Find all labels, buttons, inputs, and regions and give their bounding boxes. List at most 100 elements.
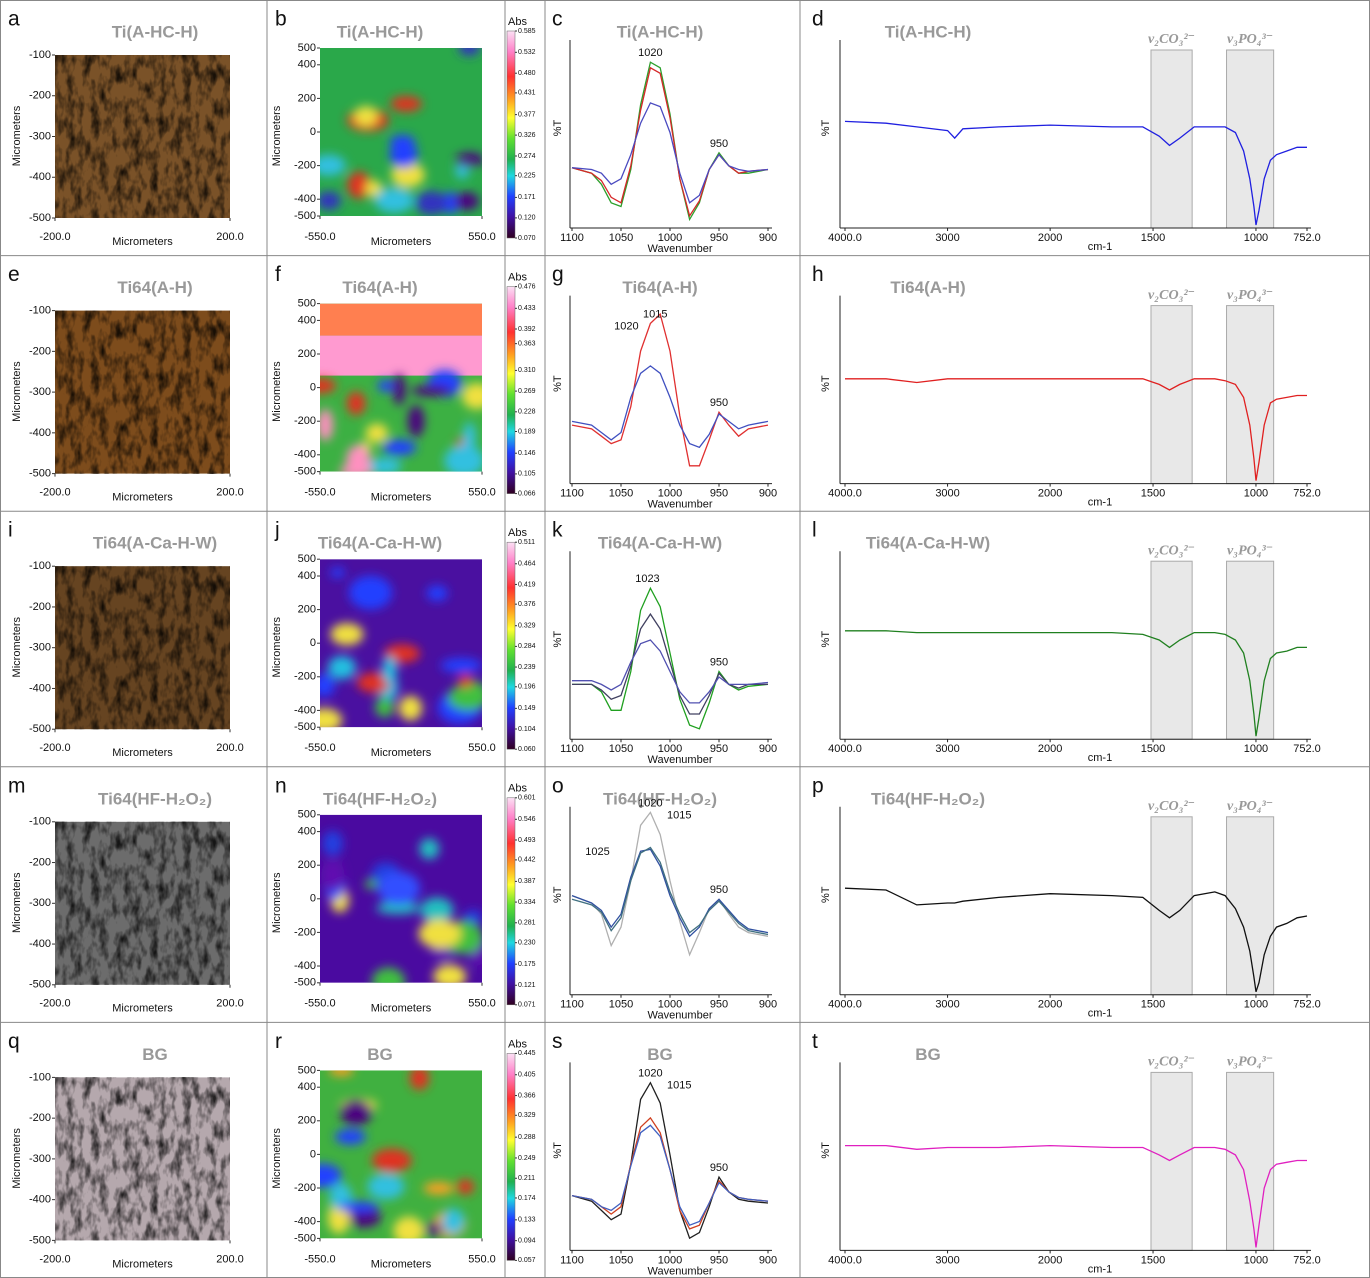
band-label: ν₂CO₃²⁻ bbox=[1148, 799, 1195, 814]
band bbox=[1150, 560, 1193, 740]
peak-label: 1025 bbox=[585, 846, 609, 858]
map-blob bbox=[411, 385, 452, 397]
y-tick-label: 200 bbox=[298, 92, 316, 104]
map-blob bbox=[321, 859, 345, 891]
y-axis-label: Micrometers bbox=[11, 872, 23, 933]
panel-letter: a bbox=[8, 8, 20, 31]
y-tick-label: -100 bbox=[29, 1071, 51, 1083]
y-axis-label: Micrometers bbox=[271, 872, 283, 933]
map-blob bbox=[320, 408, 334, 441]
map-blob bbox=[447, 684, 482, 711]
x-tick-label: 1500 bbox=[1141, 232, 1165, 244]
map-blob bbox=[441, 1208, 465, 1235]
x-tick-label: 1050 bbox=[609, 743, 633, 755]
colorbar-tick-label: 0.066 bbox=[518, 490, 536, 497]
y-tick-label: 500 bbox=[298, 809, 316, 821]
y-tick-label: -500 bbox=[29, 212, 51, 224]
colorbar-label: Abs bbox=[508, 527, 527, 539]
map-blobs bbox=[320, 567, 482, 728]
x-axis-label: Wavenumber bbox=[647, 1265, 712, 1277]
panel-letter: j bbox=[274, 519, 280, 542]
x-tick-label: 900 bbox=[759, 488, 777, 500]
x-tick-label: 550.0 bbox=[468, 1253, 496, 1265]
panel-letter: i bbox=[8, 519, 13, 542]
map-blob bbox=[456, 1179, 475, 1195]
panel-title: Ti(A-HC-H) bbox=[885, 22, 972, 41]
panel-letter: l bbox=[812, 519, 817, 542]
y-tick-label: -400 bbox=[294, 449, 316, 461]
y-tick-label: -400 bbox=[294, 704, 316, 716]
y-tick-label: 500 bbox=[298, 1064, 316, 1076]
panel-title: BG bbox=[647, 1045, 673, 1064]
y-tick-label: -100 bbox=[29, 49, 51, 61]
y-tick-label: -500 bbox=[29, 723, 51, 735]
x-tick-label: 200.0 bbox=[216, 231, 244, 243]
spectrum-line bbox=[572, 586, 769, 730]
colorbar-tick-label: 0.546 bbox=[518, 816, 536, 823]
colorbar-tick-label: 0.288 bbox=[518, 1134, 536, 1141]
panel-letter: n bbox=[275, 774, 287, 797]
panel-title: Ti64(A-H) bbox=[890, 278, 965, 297]
y-axis-label: Micrometers bbox=[271, 105, 283, 166]
x-tick-label: 2000 bbox=[1038, 1254, 1062, 1266]
x-tick-label: 3000 bbox=[935, 999, 959, 1011]
x-tick-label: 900 bbox=[759, 999, 777, 1011]
x-tick-label: -200.0 bbox=[39, 231, 70, 243]
colorbar-tick-label: 0.493 bbox=[518, 837, 536, 844]
y-tick-label: 400 bbox=[298, 314, 316, 326]
peak-label: 1020 bbox=[638, 797, 662, 809]
x-axis-label: Micrometers bbox=[112, 1003, 173, 1015]
y-tick-label: -200 bbox=[294, 160, 316, 172]
colorbar bbox=[506, 286, 516, 494]
x-tick-label: 1000 bbox=[1244, 232, 1268, 244]
y-axis-label: %T bbox=[820, 631, 832, 648]
panel-letter: g bbox=[552, 263, 564, 286]
panel: o Ti64(HF-H₂O₂) 1100 1050 1000 950 900 Wavenumb… bbox=[552, 774, 777, 1021]
x-tick-label: 2000 bbox=[1038, 999, 1062, 1011]
colorbar-tick-label: 0.363 bbox=[518, 340, 536, 347]
map-blob bbox=[407, 405, 425, 438]
panel-title: BG bbox=[142, 1045, 168, 1064]
spectrum-line bbox=[571, 1124, 769, 1227]
map-blob bbox=[374, 697, 395, 718]
y-tick-label: -200 bbox=[294, 415, 316, 427]
panel-letter: c bbox=[552, 8, 563, 31]
band-label: ν₃PO₄³⁻ bbox=[1227, 288, 1273, 303]
spectrum-line bbox=[844, 887, 1308, 993]
chemical-map bbox=[320, 1070, 482, 1239]
y-tick-label: -500 bbox=[29, 979, 51, 991]
spectrum-line bbox=[571, 66, 769, 218]
y-tick-label: 200 bbox=[298, 859, 316, 871]
colorbar-tick-label: 0.269 bbox=[518, 388, 536, 395]
x-tick-label: 900 bbox=[759, 232, 777, 244]
panel-letter: t bbox=[812, 1030, 818, 1053]
peak-label: 950 bbox=[710, 884, 728, 896]
y-tick-label: 400 bbox=[298, 826, 316, 838]
panel: m Ti64(HF-H₂O₂) -100 -200 -300 -400 -500 -200.0… bbox=[8, 774, 244, 1014]
map-band bbox=[320, 335, 482, 376]
colorbar-tick-label: 0.228 bbox=[518, 409, 536, 416]
colorbar-tick-label: 0.480 bbox=[518, 70, 536, 77]
x-tick-label: 4000.0 bbox=[828, 1254, 862, 1266]
peak-label: 950 bbox=[710, 397, 728, 409]
panel-title: Ti64(A-H) bbox=[117, 278, 192, 297]
colorbar-tick-label: 0.431 bbox=[518, 90, 536, 97]
colorbar-tick-label: 0.464 bbox=[518, 561, 536, 568]
band bbox=[1150, 1071, 1193, 1251]
colorbar-tick-label: 0.105 bbox=[518, 471, 536, 478]
map-blob bbox=[424, 1223, 443, 1236]
x-axis-label: cm-1 bbox=[1088, 1008, 1112, 1020]
y-axis-label: %T bbox=[552, 1142, 564, 1159]
panel-title: Ti64(A-H) bbox=[342, 278, 417, 297]
y-tick-label: -200 bbox=[29, 1112, 51, 1124]
x-tick-label: 950 bbox=[710, 999, 728, 1011]
x-axis-label: Wavenumber bbox=[647, 754, 712, 766]
band bbox=[1226, 49, 1275, 229]
map-blob bbox=[320, 708, 343, 728]
map-blob bbox=[340, 1100, 373, 1126]
x-tick-label: 550.0 bbox=[468, 742, 496, 754]
map-blob bbox=[322, 830, 344, 857]
y-tick-label: -400 bbox=[294, 960, 316, 972]
